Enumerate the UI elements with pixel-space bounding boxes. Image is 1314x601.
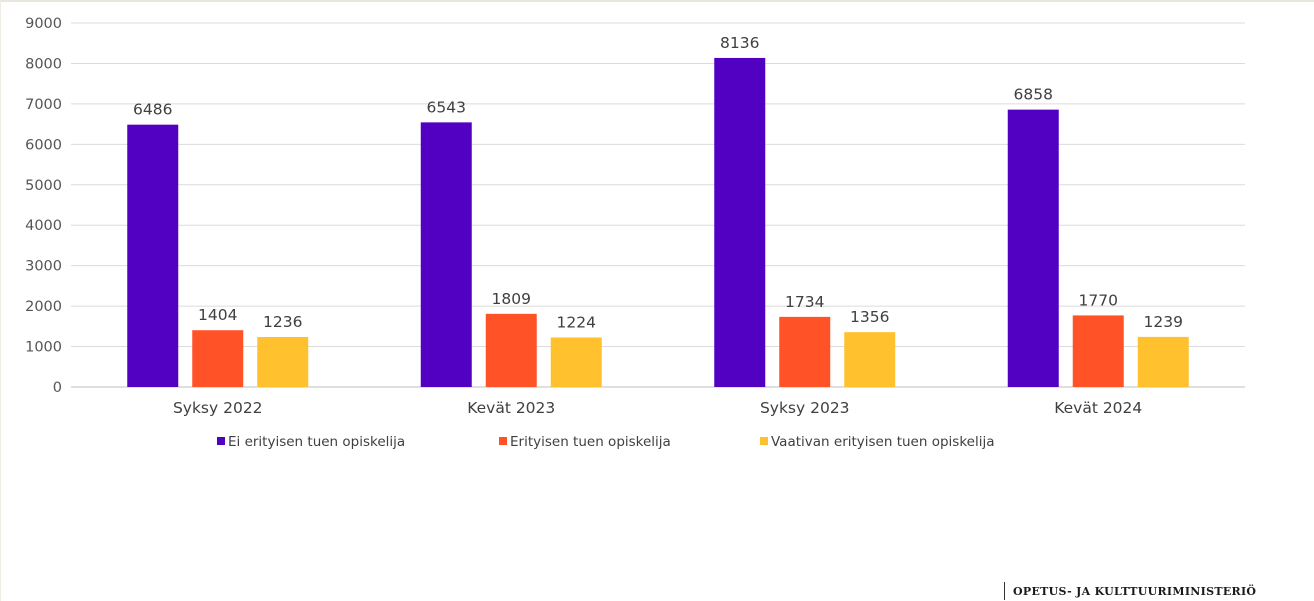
x-axis-ticks: Syksy 2022 Kevät 2023 Syksy 2023 Kevät 2024 xyxy=(173,399,1142,417)
bar xyxy=(550,337,602,387)
y-tick-label: 2000 xyxy=(25,299,62,315)
data-labels: 6486 1404 1236 6543 1809 1224 8136 1734 1356 6858… xyxy=(133,34,1183,332)
legend-label: Ei erityisen tuen opiskelija xyxy=(228,434,405,450)
data-label: 1224 xyxy=(557,313,596,331)
legend-label: Vaativan erityisen tuen opiskelija xyxy=(771,434,995,450)
x-tick-label: Syksy 2023 xyxy=(760,399,850,417)
data-label: 6486 xyxy=(133,101,172,119)
y-tick-label: 4000 xyxy=(25,218,62,234)
bar xyxy=(1072,315,1124,387)
ministry-logo: OPETUS- JA KULTTUURIMINISTERIÖ xyxy=(1004,582,1256,600)
legend-swatch xyxy=(760,437,768,445)
y-tick-label: 6000 xyxy=(25,137,62,153)
data-label: 1809 xyxy=(492,290,531,308)
logo-text: OPETUS- JA KULTTUURIMINISTERIÖ xyxy=(1013,584,1257,598)
y-tick-label: 9000 xyxy=(25,16,62,32)
x-tick-label: Syksy 2022 xyxy=(173,399,263,417)
x-tick-label: Kevät 2023 xyxy=(467,399,555,417)
legend: Ei erityisen tuen opiskelija Erityisen tu… xyxy=(217,434,995,450)
y-tick-label: 5000 xyxy=(25,178,62,194)
bar xyxy=(844,332,896,387)
bars xyxy=(127,57,1189,387)
grouped-bar-chart: 0 1000 2000 3000 4000 5000 6000 7000 8000 9000 64… xyxy=(25,16,1245,450)
x-tick-label: Kevät 2024 xyxy=(1054,399,1142,417)
bar xyxy=(127,124,179,387)
data-label: 6858 xyxy=(1014,86,1053,104)
y-tick-label: 0 xyxy=(53,380,62,396)
bar xyxy=(192,330,244,387)
data-label: 1770 xyxy=(1079,291,1118,309)
y-tick-label: 7000 xyxy=(25,97,62,113)
bar xyxy=(1007,109,1059,387)
data-label: 1356 xyxy=(850,308,889,326)
y-tick-label: 1000 xyxy=(25,340,62,356)
bar xyxy=(1137,336,1189,387)
y-tick-label: 3000 xyxy=(25,259,62,275)
data-label: 1239 xyxy=(1144,313,1183,331)
bar xyxy=(485,313,537,387)
legend-swatch xyxy=(499,437,507,445)
bar xyxy=(257,337,309,387)
legend-label: Erityisen tuen opiskelija xyxy=(510,434,671,450)
bar xyxy=(714,57,766,387)
data-label: 1734 xyxy=(785,293,824,311)
bar xyxy=(420,122,472,387)
y-axis-ticks: 0 1000 2000 3000 4000 5000 6000 7000 8000 9000 xyxy=(25,16,62,396)
data-label: 1404 xyxy=(198,306,237,324)
bar xyxy=(779,316,831,387)
data-label: 8136 xyxy=(720,34,759,52)
y-tick-label: 8000 xyxy=(25,56,62,72)
gridlines xyxy=(71,22,1245,388)
data-label: 6543 xyxy=(427,98,466,116)
data-label: 1236 xyxy=(263,313,302,331)
legend-swatch xyxy=(217,437,225,445)
